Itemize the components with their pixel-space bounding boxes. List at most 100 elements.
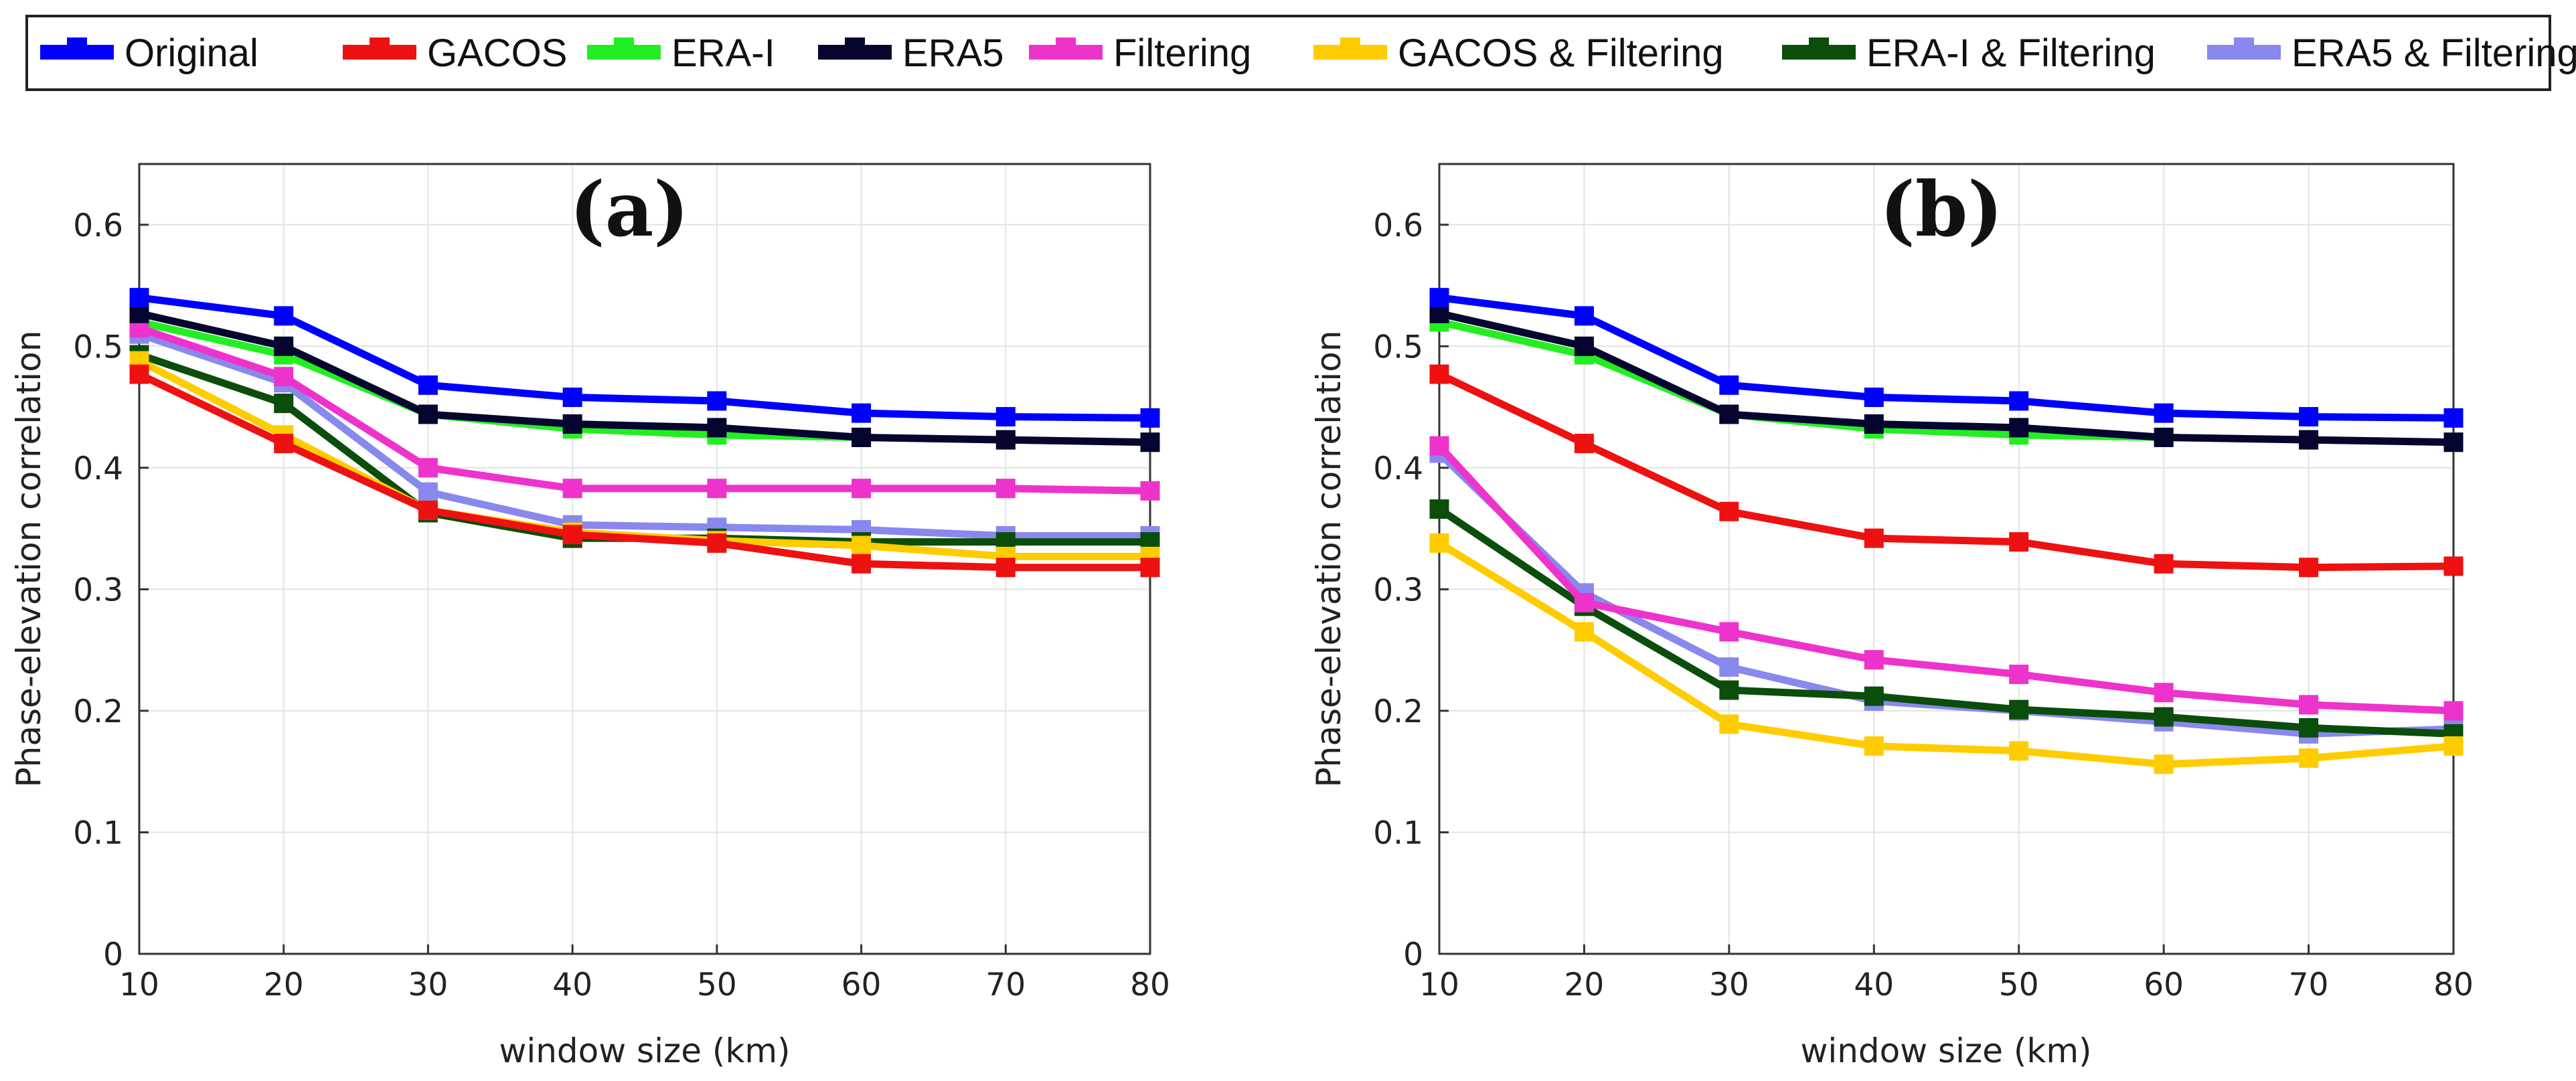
data-point-filtering [2299,695,2319,715]
y-tick-label: 0 [103,936,123,973]
data-point-era-i-filtering [1864,686,1884,706]
legend-square-marker-icon [2234,37,2254,58]
data-point-original [1574,306,1594,326]
data-point-original [995,407,1016,427]
legend-square-marker-icon [845,37,865,58]
series-line-filtering [1436,443,2454,715]
data-point-gacos [2443,556,2464,576]
data-point-gacos [1574,434,1594,454]
data-point-original [562,388,582,408]
legend-label: GACOS [427,31,568,75]
data-point-gacos [2009,532,2029,552]
series-line-original [1439,294,2454,422]
data-point-gacos [995,558,1016,578]
legend-label: ERA-I & Filtering [1866,31,2156,75]
legend-label: Filtering [1113,31,1252,75]
series-line-era5 [1438,309,2454,446]
data-point-era5 [1140,432,1160,452]
data-point-gacos-filtering [2154,754,2174,774]
data-point-era5 [1719,404,1739,424]
data-point-gacos [562,525,582,545]
legend-square-marker-icon [1056,37,1076,58]
x-tick-label: 50 [697,967,737,1003]
legend-label: ERA5 & Filtering [2291,31,2576,75]
data-point-gacos [1864,528,1884,548]
data-point-filtering [995,479,1016,499]
y-tick-label: 0.5 [73,329,123,365]
x-tick-label: 70 [985,967,1026,1003]
data-point-original [2299,407,2319,427]
data-point-gacos-filtering [852,535,872,556]
x-tick-label: 40 [552,967,592,1003]
x-tick-label: 10 [119,967,159,1003]
plot-area [139,164,1150,954]
y-tick-label: 0.5 [1373,329,1423,365]
data-point-original [274,306,294,326]
legend-square-marker-icon [1809,37,1829,58]
data-point-era5 [852,427,872,447]
x-tick-label: 20 [1564,967,1605,1003]
data-point-original [1719,375,1739,395]
data-point-gacos-filtering [2009,741,2029,761]
data-point-era-i-filtering [1429,499,1449,519]
data-point-filtering [1429,436,1449,456]
legend-label: GACOS & Filtering [1398,31,1724,75]
legend-square-marker-icon [1340,37,1360,58]
data-point-gacos [1429,364,1449,384]
data-point-gacos [418,500,438,520]
data-point-original [2154,403,2174,423]
series-line-gacos [1437,371,2454,572]
x-tick-label: 80 [2433,967,2474,1003]
data-point-era5-filtering [418,482,438,502]
data-point-filtering [418,458,438,478]
data-point-era5 [1864,414,1884,434]
data-point-gacos-filtering [1429,533,1449,553]
x-tick-label: 30 [408,967,449,1003]
data-point-original [2443,408,2464,428]
panel-title: (b) [1880,166,2003,254]
plot-area [1439,164,2453,954]
series-line-gacos-filtering [1437,539,2454,768]
data-point-era5 [129,303,149,323]
data-point-filtering [274,367,294,387]
y-axis-label: Phase-elevation correlation [1309,331,1348,788]
legend-label: Original [125,31,258,75]
data-point-era5 [707,418,727,438]
y-tick-label: 0.2 [73,693,123,730]
data-point-filtering [1574,592,1594,612]
data-point-original [1140,408,1160,428]
y-tick-label: 0.1 [1373,815,1423,851]
x-tick-label: 40 [1854,967,1894,1003]
x-tick-label: 80 [1130,967,1170,1003]
y-tick-label: 0.6 [1373,207,1423,244]
data-point-era5 [274,336,294,356]
data-point-original [852,403,872,423]
data-point-filtering [1140,481,1160,501]
y-tick-label: 0.3 [73,572,123,608]
data-point-gacos [2154,554,2174,574]
x-tick-label: 20 [264,967,304,1003]
series-line-gacos [137,371,1150,572]
data-point-original [1429,288,1449,308]
legend-square-marker-icon [67,37,87,58]
series-line-era5-filtering [138,330,1150,540]
y-tick-label: 0.3 [1373,572,1423,608]
series-line-filtering [138,324,1151,495]
data-point-gacos [274,434,294,454]
data-point-gacos [707,533,727,553]
data-point-era5 [2443,432,2464,452]
y-tick-label: 0.6 [73,207,123,244]
y-axis-label: Phase-elevation correlation [9,331,48,788]
data-point-gacos-filtering [2443,736,2464,756]
data-point-original [418,375,438,395]
y-tick-label: 0.4 [73,450,123,487]
x-tick-label: 60 [841,967,882,1003]
panel-b: 10 20 30 40 50 60 70 80 0 0.1 0.2 0.3 0.4 0.5 0.6 windo… [1309,163,2474,1070]
legend-square-marker-icon [614,37,634,58]
data-point-era5 [418,404,438,424]
series-line-original [139,294,1151,422]
panel-title: (a) [570,166,690,254]
data-point-era5-filtering [1719,657,1739,677]
series-line-era5 [138,309,1151,446]
data-point-era-i-filtering [2009,699,2029,720]
